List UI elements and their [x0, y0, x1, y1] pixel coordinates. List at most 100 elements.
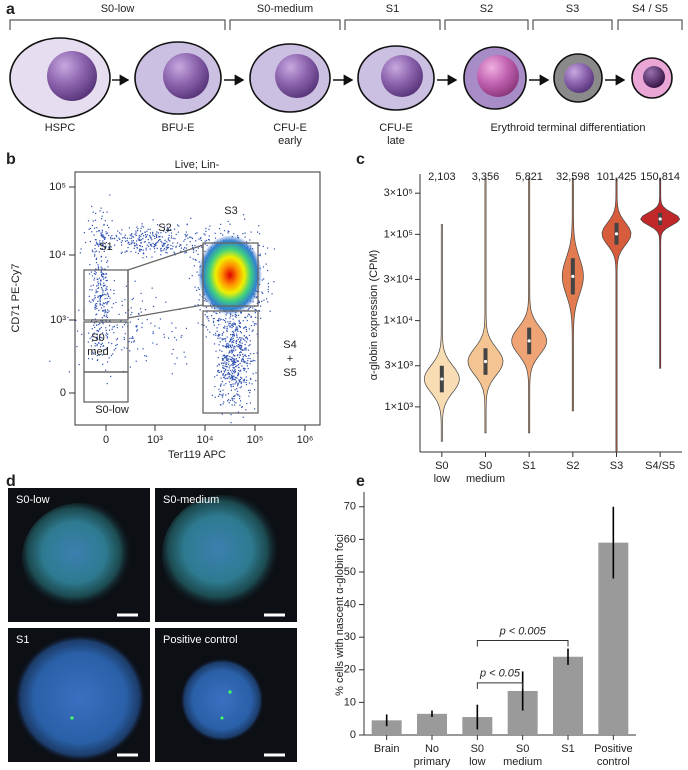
stage-label: S2 [480, 3, 493, 15]
stage-label: S3 [566, 3, 579, 15]
flow-xlabel: Ter119 APC [168, 449, 226, 461]
panel-letter: b [6, 151, 16, 168]
violin [423, 224, 460, 442]
micrograph-label: S0-low [16, 494, 50, 506]
flow-title: Live; Lin- [175, 159, 220, 171]
x-tick-label: S4/S5 [645, 460, 675, 472]
gate-label: S5 [283, 367, 296, 379]
x-tick-label: S1 [522, 460, 535, 472]
flow-ytick-label: 0 [60, 387, 66, 399]
stage-bracket [344, 19, 441, 30]
micrograph-label: S1 [16, 634, 29, 646]
x-tick-label: Positive [594, 743, 633, 755]
x-tick-label: No [425, 743, 439, 755]
violin-median [483, 359, 488, 364]
x-tick-label: S0 [516, 743, 529, 755]
y-axis-label: α-globin expression (CPM) [368, 250, 380, 380]
x-tick-label: primary [414, 756, 451, 768]
gate [202, 310, 259, 414]
x-tick-label: medium [466, 473, 505, 485]
flow-xtick-label: 10⁴ [197, 434, 214, 446]
cell-label: CFU-E [273, 122, 307, 134]
bar [417, 713, 447, 735]
micrograph-label: Positive control [163, 634, 238, 646]
panel-letter: e [356, 473, 365, 490]
x-tick-label: medium [503, 756, 542, 768]
bar [553, 656, 583, 735]
flow-xtick-label: 10⁶ [297, 434, 314, 446]
cell-label: late [387, 135, 405, 147]
bar [371, 720, 402, 735]
flow-ytick-label: 10⁴ [49, 249, 66, 261]
gate-label: S0-low [95, 404, 129, 416]
y-tick-label: 50 [344, 566, 356, 578]
value-label: 3,356 [472, 171, 500, 183]
value-label: 32,598 [556, 171, 590, 183]
gate-label: S0 [91, 332, 104, 344]
cell-label: BFU-E [162, 122, 195, 134]
stage-bracket [9, 19, 226, 30]
gate-label: S3 [224, 205, 237, 217]
y-tick-label: 3×10⁵ [384, 187, 413, 199]
y-tick-label: 60 [344, 533, 356, 545]
y-tick-label: 0 [350, 729, 356, 741]
x-tick-label: S0 [479, 460, 492, 472]
gate-label: med [87, 346, 108, 358]
value-label: 2,103 [428, 171, 456, 183]
cell-drawings [9, 37, 673, 119]
gate-label: S4 [283, 339, 296, 351]
terminal-label: Erythroid terminal differentiation [490, 122, 645, 134]
x-tick-label: S1 [561, 743, 574, 755]
micrograph-images [8, 488, 297, 762]
stage-bracket [617, 19, 683, 30]
gate-label: S2 [158, 222, 171, 234]
violin [601, 177, 632, 453]
gate [83, 371, 129, 403]
stage-label: S0-medium [257, 3, 313, 15]
x-tick-label: low [434, 473, 451, 485]
y-tick-label: 3×10⁴ [383, 273, 413, 285]
stage-bracket [444, 19, 529, 30]
violin-median [614, 232, 619, 236]
stage-bracket [229, 19, 341, 30]
violin-median [440, 377, 444, 381]
stage-bracket [532, 19, 613, 30]
cell-label: HSPC [45, 122, 76, 134]
stage-label: S0-low [101, 3, 135, 15]
x-tick-label: S3 [610, 460, 623, 472]
significance-bracket [476, 639, 569, 647]
cell-label: early [278, 135, 302, 147]
x-tick-label: low [469, 756, 486, 768]
gate-label: + [287, 353, 293, 365]
violin [511, 177, 548, 434]
y-tick-label: 30 [344, 631, 356, 643]
significance-label: p < 0.005 [499, 625, 547, 637]
panel-letter: d [6, 473, 16, 490]
flow-density [49, 171, 321, 426]
cell-label: CFU-E [379, 122, 413, 134]
panel-letter: c [356, 151, 365, 168]
gate [202, 242, 259, 307]
value-label: 150,814 [640, 171, 680, 183]
x-tick-label: S0 [471, 743, 484, 755]
x-tick-label: S0 [435, 460, 448, 472]
significance-label: p < 0.05 [479, 668, 521, 680]
violin [640, 177, 681, 369]
violin-median [571, 274, 575, 278]
stage-label: S1 [386, 3, 399, 15]
violin-median [658, 217, 662, 221]
flow-ytick-label: 10⁵ [49, 181, 66, 193]
violin-median [527, 339, 531, 343]
x-tick-label: S2 [566, 460, 579, 472]
x-tick-label: Brain [374, 743, 400, 755]
flow-ylabel: CD71 PE-Cy7 [10, 263, 22, 332]
flow-xtick-label: 0 [103, 434, 109, 446]
flow-xtick-label: 10³ [147, 434, 163, 446]
gate-label: S1 [99, 241, 112, 253]
x-tick-label: control [597, 756, 630, 768]
y-tick-label: 20 [344, 664, 356, 676]
y-tick-label: 70 [344, 501, 356, 513]
y-tick-label: 1×10⁴ [383, 315, 413, 327]
y-axis-label: % cells with nascent α-globin foci [334, 534, 346, 696]
